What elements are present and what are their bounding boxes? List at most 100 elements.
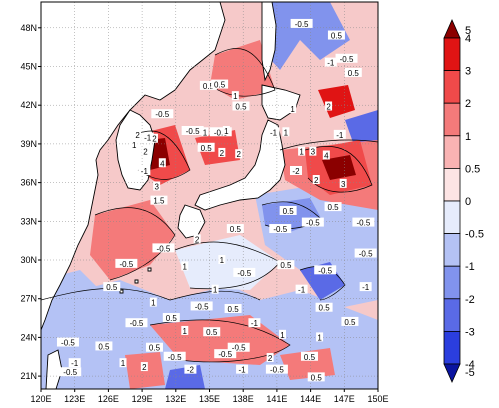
colorbar-swatch [443,233,461,267]
contour-label-background [140,362,148,372]
colorbar: 54 3 2 1 0.5 0 -0.5 -1 -2 -3 -4-5 [443,19,484,383]
contour-label: -0.5 [155,110,169,119]
contour-label: 0.5 [214,81,226,90]
contour-label: -0.5 [232,344,246,353]
contour-label-background [152,243,175,253]
contour-label: -0.5 [119,260,133,269]
colorbar-swatch [443,265,461,300]
contour-label-background [218,147,226,157]
contour-label-background [197,142,215,152]
contour-label-background [248,318,261,328]
contour-label: -1 [298,286,306,295]
longitude-tick-label: 141E [266,394,287,404]
contour-label: -0.5 [340,55,354,64]
colorbar-level-label: -1 [465,261,475,273]
contour-label-background [103,282,121,292]
contour-label-background [141,132,154,142]
contour-label: -0.5 [61,339,75,348]
contour-label-background [203,327,221,337]
contour-label: 1 [121,359,126,368]
contour-label-background [300,351,318,361]
contour-label-background [181,126,204,135]
contour-label: 0.5 [201,144,213,153]
contour-label-background [119,358,127,368]
contour-label: 0.5 [304,353,316,362]
contour-label-background [269,224,292,234]
contour-label-background [138,165,151,175]
contour-label-background [327,30,345,40]
contour-label-background [224,304,242,314]
contour-label-background [307,372,325,382]
contour-label: 3 [311,148,316,157]
contour-label: 2 [326,102,331,111]
contour-label-background [233,267,256,277]
contour-label: 1 [183,262,188,271]
map-panel: -0.50.5-0.5-10.50.5 0.510.5 21-0.52 -1 2-0.5… [20,1,389,404]
contour-label: 0.5 [228,305,240,314]
contour-label-background [316,332,324,342]
contour-label: 1 [132,141,137,150]
contour-label-background [282,127,290,137]
contour-label: 2 [152,135,157,144]
contour-label-background [265,364,288,374]
contour-line [134,130,191,180]
contour-label-background [59,367,82,377]
contour-label: -0.5 [318,266,332,275]
contour-label-background [201,127,209,137]
contour-label: -0.5 [218,350,232,359]
contour-label: 2 [135,131,140,140]
contour-label: -0.5 [130,319,144,328]
anomaly-patch-peak-east [322,155,356,180]
colorbar-swatch [443,298,461,332]
contour-line [279,139,378,151]
contour-label-background [199,80,217,90]
land-ryukyu-islets [119,267,152,294]
contour-label-background [290,18,313,28]
contour-label: -0.5 [186,127,200,136]
colorbar-swatch [443,102,461,137]
contour-label-background [236,364,249,374]
contour-label: -0.5 [214,128,228,137]
contour-label: 2 [142,363,147,372]
contour-label: 2 [314,176,319,185]
colorbar-swatch [443,330,461,365]
longitude-tick-label: 135E [199,394,220,404]
contour-label-background [279,329,287,339]
contour-label: -0.5 [359,250,373,259]
longitude-tick-label: 123E [64,394,85,404]
contour-label: 1.5 [153,197,165,206]
contour-label-background [150,195,168,205]
longitude-tick-label: 126E [98,394,119,404]
contour-label: -1 [71,359,79,368]
latitude-tick-label: 27N [20,294,37,304]
contour-label-background [359,282,372,292]
contour-label: 2 [143,148,148,157]
contour-label-background [95,341,113,351]
latitude-tick-label: 21N [20,371,37,381]
contour-label-background [115,258,138,268]
contour-label-background [289,104,297,114]
contour-label: -0.5 [195,302,209,311]
contour-label: -0.5 [356,219,370,228]
contour-label: 0.5 [328,203,340,212]
contour-label-background [295,284,308,294]
contour-label-background [226,224,244,234]
contour-label: -0.5 [295,20,309,29]
contour-label-background [279,205,297,215]
contour-label: 0.5 [344,318,356,327]
contour-label-background [158,158,166,168]
colorbar-level-label: 3 [465,66,471,78]
contour-label-background [222,126,230,135]
contour-label: 4 [324,152,329,161]
contour-label-background [141,146,149,156]
contour-label: 2 [236,150,241,159]
anomaly-patch-positive-southwest [90,200,175,280]
contour-label-background [162,313,180,323]
contour-label-background [125,318,148,328]
contour-labels: -0.50.5-0.5-10.50.5 0.510.5 21-0.52 -1 2-0.5… [56,18,377,382]
contour-label-background [325,101,333,111]
contour-label: -1 [336,131,344,140]
contour-label: 1 [299,148,304,157]
contour-label-background [333,129,346,139]
